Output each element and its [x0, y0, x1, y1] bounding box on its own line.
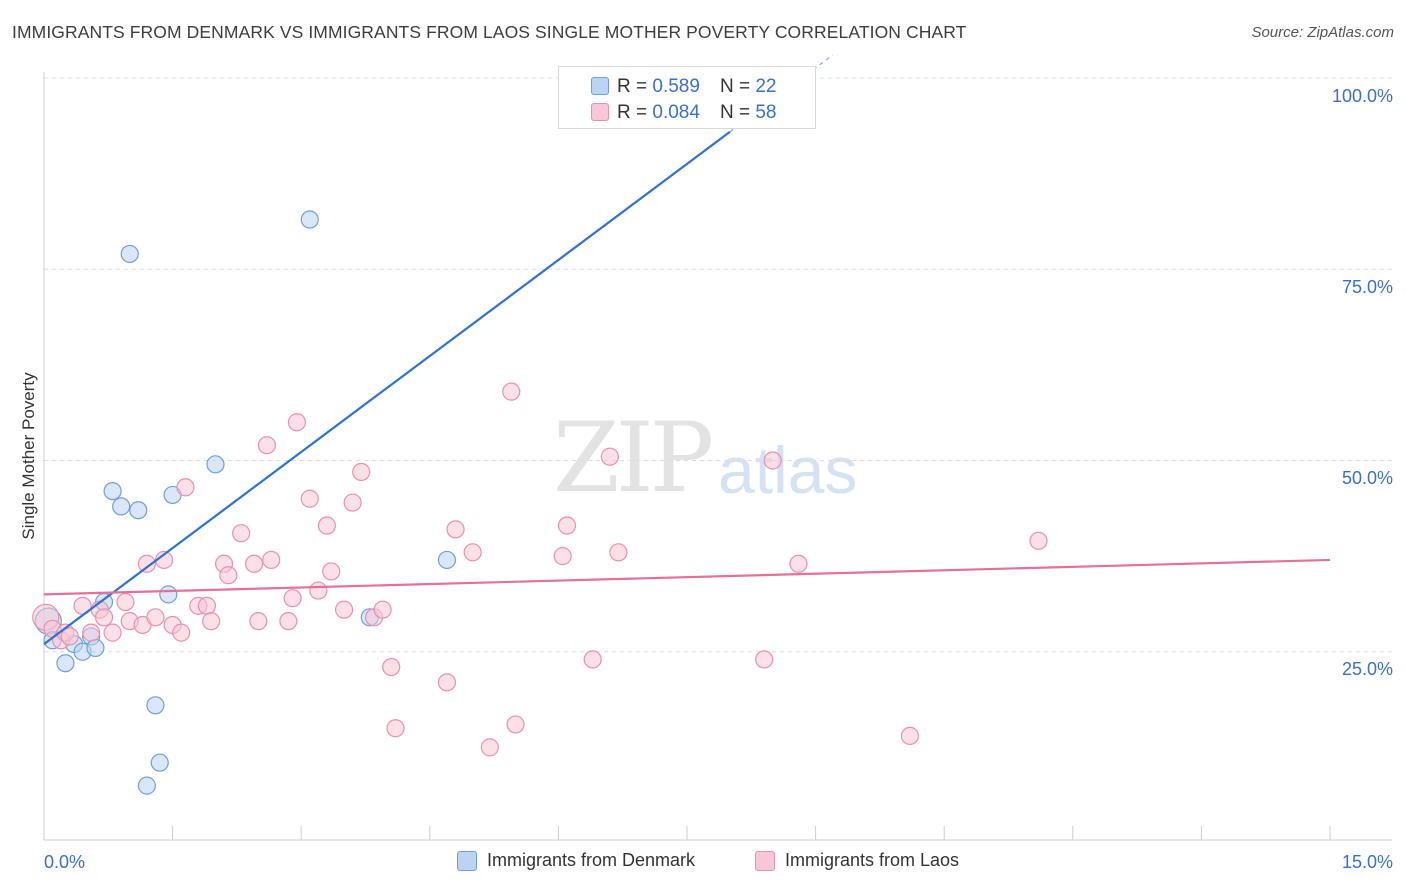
source-label: Source: ZipAtlas.com [1251, 24, 1394, 41]
laos-point [755, 650, 774, 669]
legend-r-value: 0.589 [652, 76, 700, 97]
laos-point [232, 524, 251, 543]
denmark-point [437, 550, 457, 570]
laos-point [1029, 531, 1048, 550]
denmark-point [150, 753, 169, 772]
denmark-point [103, 482, 122, 501]
laos-point [219, 566, 238, 585]
legend-label-laos: Immigrants from Laos [785, 850, 960, 870]
legend-swatch-laos [591, 103, 609, 121]
laos-point [116, 592, 135, 612]
laos-point [244, 554, 264, 573]
laos-point [300, 489, 319, 508]
laos-point [176, 478, 195, 497]
legend-label-denmark: Immigrants from Denmark [487, 850, 696, 870]
watermark-atlas: atlas [718, 433, 858, 507]
legend-row-denmark: R = 0.589 N = 22 [591, 74, 777, 100]
y-tick-label-50: 50.0% [1341, 468, 1393, 488]
denmark-point [137, 776, 156, 795]
correlation-legend: R = 0.589 N = 22 R = 0.084 N = 58 [558, 66, 816, 129]
laos-point [197, 596, 216, 615]
legend-r-label: R = [617, 76, 648, 97]
laos-point [317, 516, 337, 535]
laos-point [502, 382, 521, 401]
x-tick-label-left: 0.0% [44, 852, 86, 872]
denmark-point [206, 455, 225, 474]
laos-point [382, 657, 401, 677]
laos-point [322, 562, 341, 581]
laos-point [60, 627, 79, 646]
legend-r-label: R = [617, 102, 648, 123]
denmark-point [146, 696, 165, 715]
laos-point [334, 600, 354, 619]
laos-point [373, 600, 392, 619]
legend-row-laos: R = 0.084 N = 58 [591, 100, 777, 126]
watermark-zip: ZIP [553, 402, 714, 514]
laos-point [287, 413, 307, 432]
denmark-point [120, 244, 139, 264]
laos-point [900, 726, 920, 746]
laos-point [343, 493, 362, 512]
legend-n-value: 22 [755, 76, 777, 97]
laos-point [82, 623, 101, 642]
legend-swatch-denmark [457, 850, 477, 871]
laos-point [446, 520, 465, 539]
laos-point [463, 543, 482, 562]
legend-item-laos: Immigrants from Laos [755, 850, 959, 871]
legend-r-value: 0.084 [652, 102, 700, 123]
laos-point [279, 612, 298, 631]
denmark-trend-line [43, 131, 731, 645]
legend-n-label: N = [719, 76, 751, 97]
laos-point [600, 447, 619, 466]
denmark-point [159, 585, 178, 604]
laos-point [172, 623, 191, 642]
laos-point [249, 612, 268, 631]
denmark-point [129, 501, 148, 520]
chart-title: IMMIGRANTS FROM DENMARK VS IMMIGRANTS FR… [12, 22, 967, 42]
legend-n-label: N = [719, 102, 751, 123]
denmark-point [112, 497, 131, 516]
laos-point [583, 650, 602, 669]
laos-point [137, 554, 156, 573]
laos-point [146, 608, 165, 627]
y-tick-label-75: 75.0% [1341, 277, 1393, 297]
legend-swatch-denmark [591, 77, 609, 95]
laos-point [609, 543, 628, 562]
laos-trend-line [43, 558, 1331, 596]
laos-point [557, 516, 577, 535]
laos-point [763, 451, 782, 470]
laos-point [437, 673, 457, 692]
legend-item-denmark: Immigrants from Denmark [457, 850, 695, 871]
y-tick-label-100: 100.0% [1331, 86, 1393, 106]
y-tick-label-25: 25.0% [1341, 659, 1393, 679]
laos-point [94, 608, 114, 627]
denmark-point [300, 210, 319, 229]
denmark-point [86, 638, 105, 658]
series-legend: Immigrants from Denmark Immigrants from … [0, 850, 1406, 880]
denmark-point [56, 654, 75, 673]
x-tick-label-right: 15.0% [1341, 852, 1393, 872]
laos-point [553, 547, 572, 566]
laos-point [309, 581, 328, 600]
legend-swatch-laos [755, 850, 775, 871]
laos-point [480, 738, 499, 757]
laos-point [202, 612, 221, 631]
laos-point [352, 462, 371, 482]
laos-point [103, 623, 122, 642]
legend-n-value: 58 [755, 102, 777, 123]
laos-point [789, 554, 808, 573]
laos-point [506, 715, 525, 734]
laos-point [386, 719, 405, 738]
laos-point [262, 550, 281, 570]
laos-point [257, 436, 277, 455]
laos-point [283, 589, 302, 608]
